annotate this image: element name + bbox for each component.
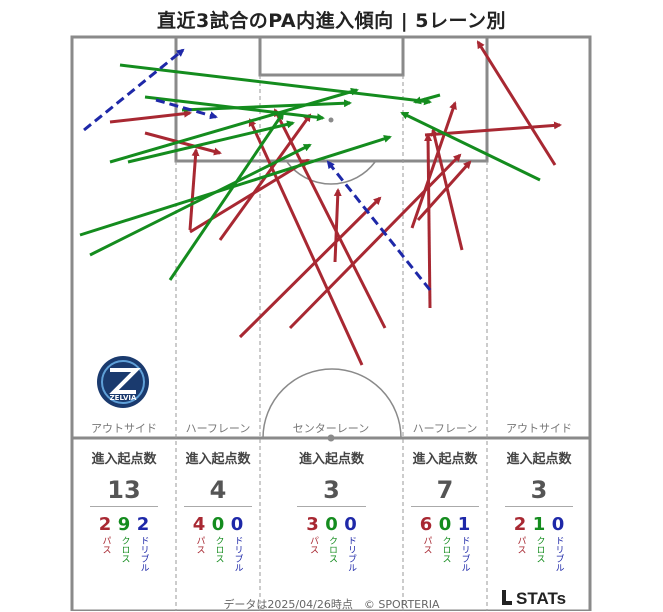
stat-total: 4 [209, 476, 227, 504]
page-title: 直近3試合のPA内進入傾向 | 5レーン別 [156, 10, 507, 32]
cross-label: クロス [440, 536, 451, 563]
cross-arrows [79, 63, 541, 281]
dribble-label: ドリブル [459, 536, 470, 572]
dribble-count: 0 [551, 514, 565, 535]
stat-header: 進入起点数 [298, 452, 364, 467]
pass-label: パス [515, 536, 526, 554]
pass-label: パス [308, 536, 318, 554]
cross-label: クロス [119, 536, 130, 563]
center-spot [327, 434, 335, 442]
lane-label-left-half: ハーフレーン [186, 422, 251, 435]
stat-header: 進入起点数 [91, 452, 157, 467]
cross-count: 0 [325, 514, 338, 535]
stat-total: 13 [107, 476, 141, 504]
cross-count: 1 [532, 514, 546, 535]
pass-label: パス [421, 536, 432, 554]
lane-stat-right-half: 進入起点数 7 6 パス 0 クロス 1 ドリブル [405, 448, 485, 572]
dribble-label: ドリブル [553, 536, 564, 572]
dribble-count: 0 [344, 514, 357, 535]
svg-text:ZELVIA: ZELVIA [110, 394, 137, 402]
lane-label-right-outside: アウトサイド [506, 422, 572, 435]
cross-label: クロス [327, 536, 337, 563]
lane-label-right-half: ハーフレーン [413, 422, 478, 435]
center-circle [262, 368, 402, 439]
dribble-count: 2 [136, 514, 150, 535]
dribble-label: ドリブル [138, 536, 149, 572]
cross-count: 0 [211, 514, 225, 535]
cross-label: クロス [534, 536, 545, 563]
pass-arrows [109, 40, 562, 366]
penalty-arc [286, 161, 376, 185]
lane-stat-left-outside: 進入起点数 13 2 パス 9 クロス 2 ドリブル [76, 448, 172, 572]
cross-count: 0 [438, 514, 452, 535]
pass-label: パス [100, 536, 111, 554]
dribble-count: 1 [457, 514, 471, 535]
stat-header: 進入起点数 [506, 452, 572, 467]
stat-header: 進入起点数 [412, 452, 478, 467]
pass-count: 6 [419, 514, 433, 535]
cross-label: クロス [213, 536, 224, 563]
lane-dividers [175, 75, 488, 611]
brand-text: STATs [516, 589, 567, 608]
brand-mark-icon [502, 590, 512, 605]
goal-area [258, 35, 405, 77]
dribble-count: 0 [230, 514, 244, 535]
pass-count: 3 [306, 514, 319, 535]
stat-header: 進入起点数 [185, 452, 251, 467]
pass-count: 2 [513, 514, 527, 535]
footer-note: データは2025/04/26時点 © SPORTERIA [223, 598, 440, 611]
lane-stat-center: 進入起点数 3 3 パス 0 クロス 0 ドリブル [262, 448, 401, 572]
club-logo: ZELVIA [97, 356, 149, 408]
lane-label-left-outside: アウトサイド [91, 422, 157, 435]
dribble-arrows [83, 48, 432, 291]
brand-logo: STATs [502, 589, 566, 609]
lane-stat-right-outside: 進入起点数 3 2 パス 1 クロス 0 ドリブル [491, 448, 587, 572]
pass-count: 2 [98, 514, 112, 535]
dribble-label: ドリブル [346, 536, 356, 572]
stat-total: 3 [323, 476, 340, 504]
lane-label-center: センターレーン [293, 422, 369, 435]
pass-label: パス [194, 536, 205, 554]
stat-total: 3 [530, 476, 548, 504]
lane-stat-left-half: 進入起点数 4 4 パス 0 クロス 0 ドリブル [178, 448, 258, 572]
cross-count: 9 [117, 514, 131, 535]
penalty-spot [328, 117, 334, 123]
pass-count: 4 [192, 514, 206, 535]
stat-total: 7 [436, 476, 454, 504]
dribble-label: ドリブル [232, 536, 243, 572]
